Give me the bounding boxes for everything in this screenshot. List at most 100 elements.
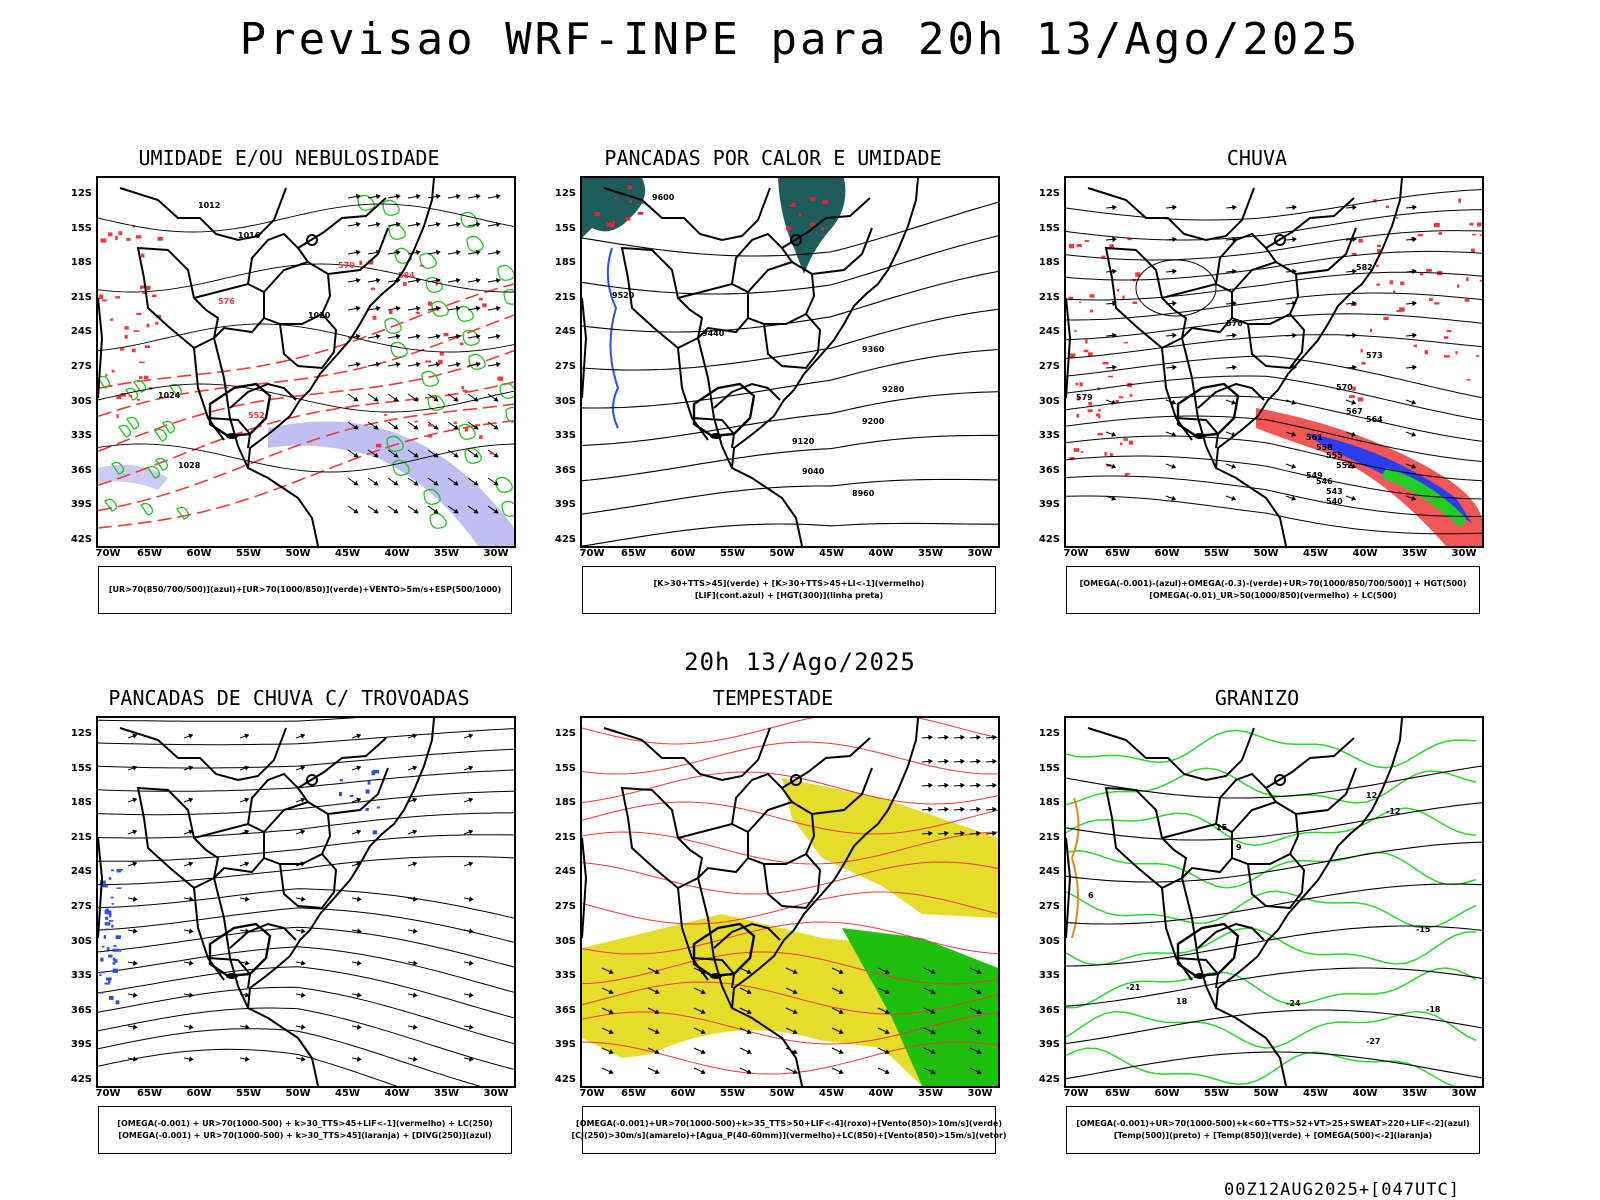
lon-tick-label: 40W — [868, 548, 894, 559]
lat-tick-label: 18S — [70, 257, 92, 269]
lat-tick-label: 27S — [554, 361, 576, 372]
legend-line: [OMEGA(-0.01)_UR>50(1000/850)(vermelho) … — [1149, 591, 1397, 600]
lon-tick-label: 40W — [1352, 548, 1378, 559]
lat-tick-label: 27S — [1038, 901, 1060, 912]
map-canvas — [98, 718, 514, 1086]
lat-tick-label: 30S — [554, 395, 576, 407]
lon-tick-label: 65W — [1105, 548, 1130, 559]
lat-tick-label: 39S — [70, 499, 92, 511]
panel-tempestade: TEMPESTADE 12S 15S 18S 21S 24S 27S 30S 33S 36S 39S… — [538, 686, 1008, 1176]
map-borders — [582, 178, 919, 546]
longitude-axis: 70W 65W 60W 55W 50W 45W 40W 35W 30W — [1064, 548, 1484, 562]
contour-label: 1016 — [238, 231, 261, 240]
lon-tick-label: 50W — [1253, 548, 1279, 559]
lon-tick-label: 65W — [1105, 1088, 1130, 1099]
panel-title: GRANIZO — [1214, 686, 1300, 710]
lon-tick-label: 70W — [1063, 1088, 1089, 1099]
lat-tick-label: 33S — [554, 970, 576, 982]
lat-tick-label: 39S — [70, 1039, 92, 1051]
lon-tick-label: 55W — [1204, 1088, 1229, 1099]
map-borders — [1066, 718, 1403, 1086]
lat-tick-label: 33S — [70, 430, 92, 442]
lat-tick-label: 42S — [70, 1074, 92, 1085]
contour-label: 584 — [398, 271, 415, 280]
lon-tick-label: 65W — [621, 1088, 646, 1099]
lat-tick-label: 42S — [1038, 534, 1060, 545]
lon-tick-label: 60W — [670, 1088, 696, 1099]
panel-title: PANCADAS DE CHUVA C/ TROVOADAS — [108, 686, 470, 710]
lon-tick-label: 70W — [579, 548, 605, 559]
contour-label: 18 — [1176, 997, 1188, 1006]
lat-tick-label: 39S — [1038, 1039, 1060, 1051]
lat-tick-label: 12S — [70, 728, 92, 739]
longitude-axis: 70W 65W 60W 55W 50W 45W 40W 35W 30W — [96, 548, 516, 562]
legend-line: [OMEGA(-0.001)+UR>70(1000-500)+k<60+TTS>… — [1076, 1119, 1470, 1128]
lat-tick-label: 21S — [1038, 831, 1060, 843]
contour-label: 9040 — [802, 467, 825, 476]
latitude-axis: 12S 15S 18S 21S 24S 27S 30S 33S 36S 39S 42S — [538, 716, 578, 1088]
lon-tick-label: 35W — [1402, 1088, 1427, 1099]
lat-tick-label: 24S — [554, 326, 576, 338]
map-borders — [98, 718, 435, 1086]
lon-tick-label: 55W — [1204, 548, 1229, 559]
lon-tick-label: 30W — [1451, 1088, 1477, 1099]
lon-tick-label: 50W — [769, 548, 795, 559]
lat-tick-label: 27S — [554, 901, 576, 912]
contour-label: 570 — [338, 261, 355, 270]
contour-label: 576 — [1226, 319, 1243, 328]
lon-tick-label: 35W — [1402, 548, 1427, 559]
lat-tick-label: 15S — [70, 762, 92, 774]
panel-pancadas-calor: PANCADAS POR CALOR E UMIDADE 12S 15S 18S 21S… — [538, 146, 1008, 636]
lon-tick-label: 60W — [670, 548, 696, 559]
lon-tick-label: 35W — [918, 1088, 943, 1099]
lat-tick-label: 12S — [554, 188, 576, 199]
lat-tick-label: 27S — [1038, 361, 1060, 372]
contour-label: 576 — [218, 297, 235, 306]
lon-tick-label: 60W — [186, 548, 212, 559]
panel-title: TEMPESTADE — [712, 686, 834, 710]
contour-label: -24 — [1286, 999, 1301, 1008]
lat-tick-label: 33S — [1038, 970, 1060, 982]
contour-label: 549 — [1306, 471, 1323, 480]
panel-chuva: CHUVA 12S 15S 18S 21S 24S 27S 30S 33S 36S 39S 42S 58… — [1022, 146, 1492, 636]
lon-tick-label: 40W — [1352, 1088, 1378, 1099]
panel-title: CHUVA — [1226, 146, 1288, 170]
map-umidade: 1012 1016 1020 1024 1028 552 570 576 584 — [96, 176, 516, 548]
lat-tick-label: 18S — [1038, 257, 1060, 269]
lat-tick-label: 21S — [70, 831, 92, 843]
legend-box: [OMEGA(-0.001) + UR>70(1000-500) + k>30_… — [98, 1106, 512, 1154]
map-pancadas-calor: 9600 9520 9440 9360 9280 9200 9120 9040 8960 — [580, 176, 1000, 548]
lat-tick-label: 42S — [1038, 1074, 1060, 1085]
contour-label: 543 — [1326, 487, 1343, 496]
lat-tick-label: 39S — [1038, 499, 1060, 511]
legend-box: [UR>70(850/700/500)](azul)+[UR>70(1000/8… — [98, 566, 512, 614]
contour-label: -12 — [1386, 807, 1400, 816]
lon-tick-label: 50W — [769, 1088, 795, 1099]
lon-tick-label: 60W — [1154, 548, 1180, 559]
longitude-axis: 70W 65W 60W 55W 50W 45W 40W 35W 30W — [580, 1088, 1000, 1102]
lon-tick-label: 65W — [137, 1088, 162, 1099]
panel-trovoadas: PANCADAS DE CHUVA C/ TROVOADAS 12S 15S 18S 2… — [54, 686, 524, 1176]
lat-tick-label: 21S — [70, 291, 92, 303]
contour-label: 552 — [248, 411, 265, 420]
lat-tick-label: 24S — [70, 326, 92, 338]
lon-tick-label: 70W — [95, 1088, 121, 1099]
legend-line: [K>30+TTS>45](verde) + [K>30+TTS>45+LI<-… — [653, 579, 925, 588]
legend-line: [CJ(250)>30m/s](amarelo)+[Agua_P(40-60mm… — [571, 1131, 1007, 1140]
lat-tick-label: 30S — [1038, 395, 1060, 407]
lat-tick-label: 42S — [70, 534, 92, 545]
contour-label: 573 — [1366, 351, 1383, 360]
map-tempestade — [580, 716, 1000, 1088]
latitude-axis: 12S 15S 18S 21S 24S 27S 30S 33S 36S 39S 42S — [54, 716, 94, 1088]
lat-tick-label: 24S — [554, 866, 576, 878]
legend-box: [OMEGA(-0.001)-(azul)+OMEGA(-0.3)-(verde… — [1066, 566, 1480, 614]
lat-tick-label: 36S — [1038, 1004, 1060, 1016]
longitude-axis: 70W 65W 60W 55W 50W 45W 40W 35W 30W — [96, 1088, 516, 1102]
forecast-date-label: 20h 13/Ago/2025 — [684, 648, 916, 676]
lon-tick-label: 60W — [186, 1088, 212, 1099]
contour-label: 9 — [1236, 843, 1242, 852]
lat-tick-label: 18S — [554, 797, 576, 809]
contour-label: 9200 — [862, 417, 885, 426]
lat-tick-label: 39S — [554, 1039, 576, 1051]
